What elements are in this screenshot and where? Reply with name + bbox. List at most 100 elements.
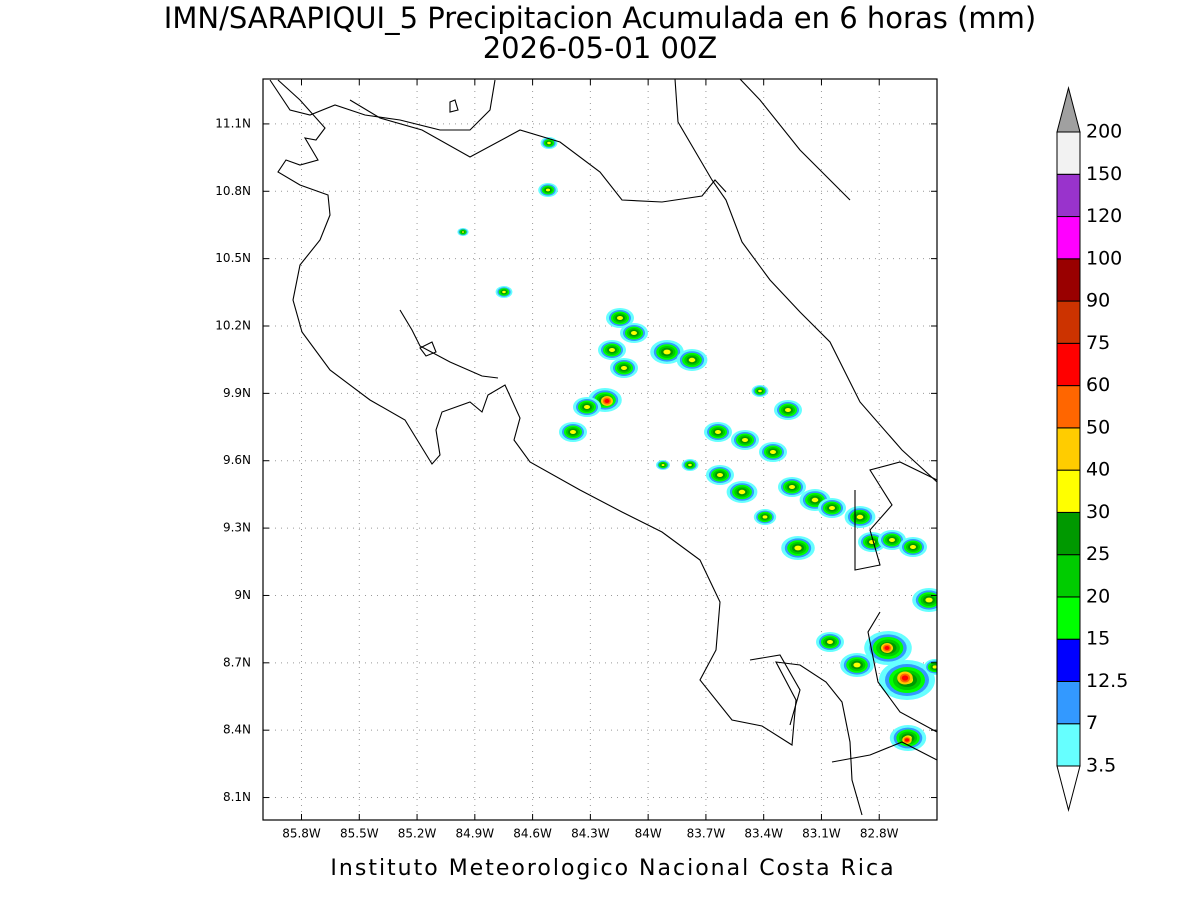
- colorbar-box: [1056, 554, 1081, 598]
- lake-shore: [269, 79, 496, 131]
- y-tick-label: 9.9N: [223, 386, 251, 400]
- rain-cell: [923, 659, 937, 675]
- y-tick-label: 8.4N: [223, 723, 251, 737]
- border: [854, 461, 937, 571]
- x-tick-label: 83.1W: [802, 827, 841, 841]
- rain-cell: [598, 340, 626, 360]
- rain-cell: [759, 442, 787, 462]
- rain-cell: [731, 430, 759, 450]
- y-tick-label: 9.6N: [223, 453, 251, 467]
- x-tick-label: 83.4W: [744, 827, 783, 841]
- x-tick-label: 85.8W: [282, 827, 321, 841]
- x-tick-label: 84.6W: [513, 827, 552, 841]
- map-frame: [262, 78, 938, 821]
- rain-cell: [676, 349, 708, 371]
- colorbar-label: 75: [1086, 332, 1110, 354]
- colorbar: 3.5 7 12.5 15 20 25 30 40 50 60 75 90 100 120 150 200: [1056, 86, 1128, 812]
- coastline: [867, 611, 937, 733]
- colorbar-under: [1056, 765, 1081, 812]
- x-tick-label: 85.2W: [398, 827, 437, 841]
- rain-cell: [457, 228, 469, 236]
- colorbar-box: [1056, 469, 1081, 513]
- rain-cell: [620, 323, 648, 343]
- colorbar-box: [1056, 216, 1081, 260]
- rain-cell: [610, 358, 638, 378]
- rain-cell: [704, 422, 732, 442]
- rain-core: [881, 643, 893, 653]
- title: IMN/SARAPIQUI_5 Precipitacion Acumulada …: [164, 1, 1036, 35]
- colorbar-label: 50: [1086, 416, 1110, 438]
- colorbar-label: 15: [1086, 628, 1110, 650]
- rain-cell: [681, 459, 699, 471]
- map-content: [269, 79, 937, 816]
- y-tick-label: 8.1N: [223, 790, 251, 804]
- colorbar-label: 150: [1086, 163, 1122, 185]
- island: [449, 99, 459, 113]
- colorbar-label: 3.5: [1086, 755, 1116, 777]
- colorbar-box: [1056, 511, 1081, 556]
- colorbar-box: [1056, 300, 1081, 344]
- rain-cell: [656, 460, 670, 470]
- rain-cell: [844, 506, 876, 528]
- rain-cell: [559, 422, 587, 442]
- colorbar-box: [1056, 427, 1081, 471]
- colorbar-box: [1056, 258, 1081, 302]
- rain-cell: [538, 183, 558, 197]
- colorbar-box: [1056, 385, 1081, 429]
- colorbar-label: 40: [1086, 459, 1110, 481]
- rain-core: [601, 396, 613, 406]
- rain-cell: [818, 498, 846, 518]
- rain-cell: [899, 537, 927, 557]
- y-tick-label: 9.3N: [223, 521, 251, 535]
- colorbar-box: [1056, 723, 1081, 767]
- y-tick-label: 10.2N: [215, 319, 251, 333]
- colorbar-label: 200: [1086, 121, 1122, 143]
- subtitle: 2026-05-01 00Z: [483, 31, 718, 65]
- colorbar-box: [1056, 680, 1081, 725]
- coastline: [739, 79, 851, 201]
- colorbar-label: 25: [1086, 543, 1110, 565]
- colorbar-label: 20: [1086, 585, 1110, 607]
- y-tick-label: 10.8N: [215, 184, 251, 198]
- colorbar-label: 30: [1086, 501, 1110, 523]
- colorbar-label: 7: [1086, 712, 1098, 734]
- colorbar-label: 90: [1086, 290, 1110, 312]
- rain-cell: [816, 632, 844, 652]
- colorbar-box: [1056, 342, 1081, 387]
- y-tick-label: 9N: [234, 588, 251, 602]
- coastline: [399, 309, 499, 379]
- footer: Instituto Meteorologico Nacional Costa R…: [330, 856, 895, 881]
- rain-cell: [774, 400, 802, 420]
- coastlines: [269, 79, 937, 816]
- colorbar-label: 12.5: [1086, 670, 1128, 692]
- colorbar-box: [1056, 638, 1081, 682]
- x-tick-label: 83.7W: [687, 827, 726, 841]
- rain-cell: [912, 588, 937, 612]
- rain-cell: [706, 465, 734, 485]
- x-tick-label: 84.3W: [571, 827, 610, 841]
- colorbar-label: 60: [1086, 374, 1110, 396]
- y-tick-label: 8.7N: [223, 655, 251, 669]
- colorbar-box: [1056, 131, 1081, 175]
- coastline: [674, 79, 937, 483]
- x-tick-label: 84W: [635, 827, 662, 841]
- colorbar-label: 120: [1086, 205, 1122, 227]
- grid: [263, 79, 937, 820]
- border: [349, 99, 727, 203]
- rain-cell: [751, 385, 769, 397]
- y-tick-label: 11.1N: [215, 116, 251, 130]
- rain-cell: [781, 536, 815, 560]
- rain-cell: [726, 481, 758, 503]
- rain-cell: [778, 477, 806, 497]
- colorbar-box: [1056, 596, 1081, 640]
- x-tick-label: 85.5W: [340, 827, 379, 841]
- x-tick-label: 82.8W: [860, 827, 899, 841]
- coastline: [277, 79, 863, 816]
- colorbar-box: [1056, 173, 1081, 218]
- rain-cell: [495, 286, 513, 298]
- colorbar-over: [1056, 86, 1081, 133]
- axes: 85.8W 85.5W 85.2W 84.9W 84.6W 84.3W 84W 83.7W 83…: [215, 79, 937, 841]
- coastline: [831, 741, 937, 763]
- island: [419, 341, 437, 357]
